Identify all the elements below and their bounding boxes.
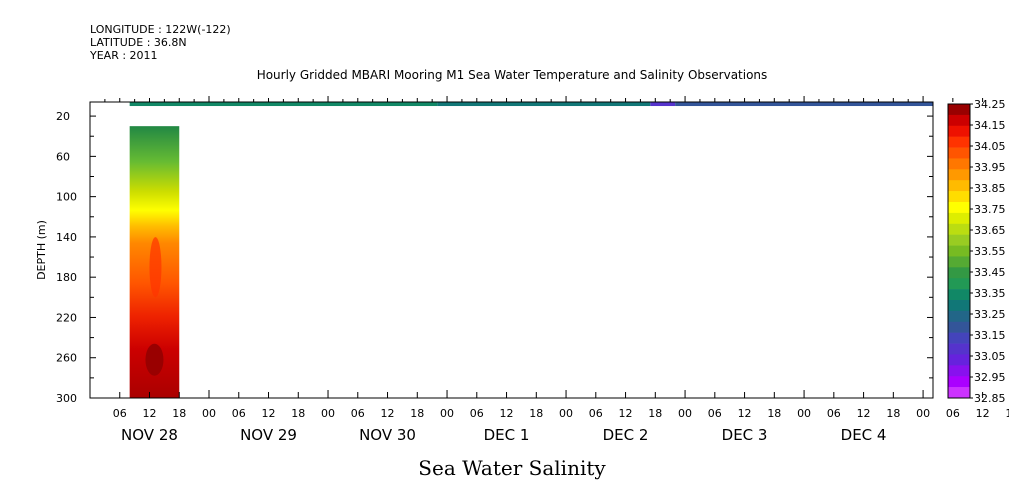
colorbar-label: 33.85 [974,182,1006,195]
colorbar-swatch [948,311,970,322]
x-tick-label: 06 [946,407,960,420]
colorbar-swatch [948,333,970,344]
colorbar-swatch [948,322,970,333]
colorbar-swatch [948,104,970,115]
y-tick-label: 180 [56,271,77,284]
x-tick-label: 18 [648,407,662,420]
x-tick-label: 12 [143,407,157,420]
colorbar-swatch [948,126,970,137]
profile-core [145,344,163,376]
x-tick-label: 12 [619,407,633,420]
x-tick-label: 00 [202,407,216,420]
y-axis-label: DEPTH (m) [35,220,48,280]
colorbar-label: 32.85 [974,392,1006,405]
x-tick-label: 18 [291,407,305,420]
x-tick-label: 06 [827,407,841,420]
colorbar-swatch [948,278,970,289]
x-tick-label: 12 [738,407,752,420]
colorbar-label: 33.15 [974,329,1006,342]
colorbar-swatch [948,224,970,235]
colorbar-swatch [948,191,970,202]
x-tick-label: 18 [767,407,781,420]
colorbar-label: 32.95 [974,371,1006,384]
x-tick-label: 06 [470,407,484,420]
surface-band-segment [675,102,933,106]
x-tick-label: 12 [500,407,514,420]
colorbar-swatch [948,235,970,246]
colorbar-label: 33.25 [974,308,1006,321]
x-tick-label: 18 [886,407,900,420]
colorbar-swatch [948,148,970,159]
x-tick-label: 12 [381,407,395,420]
surface-band-segment [437,102,650,106]
y-tick-label: 260 [56,352,77,365]
x-tick-label: 06 [351,407,365,420]
colorbar-swatch [948,213,970,224]
colorbar-label: 33.05 [974,350,1006,363]
x-tick-label: 00 [797,407,811,420]
colorbar-swatch [948,202,970,213]
y-tick-label: 60 [56,150,70,163]
colorbar-label: 33.45 [974,266,1006,279]
x-tick-label: 00 [321,407,335,420]
surface-band-segment [650,102,675,106]
x-day-label: NOV 29 [240,426,297,444]
colorbar-swatch [948,169,970,180]
colorbar-label: 33.35 [974,287,1006,300]
x-tick-label: 06 [708,407,722,420]
profile-core-mid [149,237,161,297]
x-tick-label: 00 [916,407,930,420]
colorbar-swatch [948,180,970,191]
x-tick-label: 06 [589,407,603,420]
y-tick-label: 100 [56,191,77,204]
colorbar-label: 34.25 [974,98,1006,111]
x-day-label: DEC 2 [603,426,649,444]
colorbar-swatch [948,137,970,148]
colorbar-swatch [948,158,970,169]
colorbar-swatch [948,300,970,311]
colorbar-label: 33.95 [974,161,1006,174]
x-tick-label: 18 [172,407,186,420]
colorbar-label: 33.75 [974,203,1006,216]
x-day-label: NOV 28 [121,426,178,444]
colorbar-swatch [948,289,970,300]
colorbar-swatch [948,344,970,355]
colorbar-swatch [948,387,970,398]
colorbar-swatch [948,267,970,278]
colorbar-swatch [948,115,970,126]
x-tick-label: 00 [559,407,573,420]
colorbar-swatch [948,376,970,387]
x-tick-label: 12 [976,407,990,420]
surface-band-segment [130,102,437,106]
colorbar-label: 33.55 [974,245,1006,258]
colorbar-swatch [948,365,970,376]
x-tick-label: 12 [262,407,276,420]
y-tick-label: 300 [56,392,77,405]
y-tick-label: 220 [56,311,77,324]
x-tick-label: 18 [529,407,543,420]
plot-frame [90,102,933,398]
x-tick-label: 00 [678,407,692,420]
colorbar-swatch [948,354,970,365]
x-tick-label: 00 [440,407,454,420]
x-tick-label: 18 [1005,407,1009,420]
x-tick-label: 06 [113,407,127,420]
x-day-label: DEC 3 [722,426,768,444]
colorbar-label: 34.05 [974,140,1006,153]
y-tick-label: 20 [56,110,70,123]
x-day-label: NOV 30 [359,426,416,444]
y-tick-label: 140 [56,231,77,244]
x-tick-label: 12 [857,407,871,420]
colorbar-label: 33.65 [974,224,1006,237]
x-day-label: DEC 1 [484,426,530,444]
colorbar-label: 34.15 [974,119,1006,132]
x-day-label: DEC 4 [841,426,887,444]
x-tick-label: 06 [232,407,246,420]
colorbar-swatch [948,246,970,257]
colorbar-swatch [948,256,970,267]
x-tick-label: 18 [410,407,424,420]
